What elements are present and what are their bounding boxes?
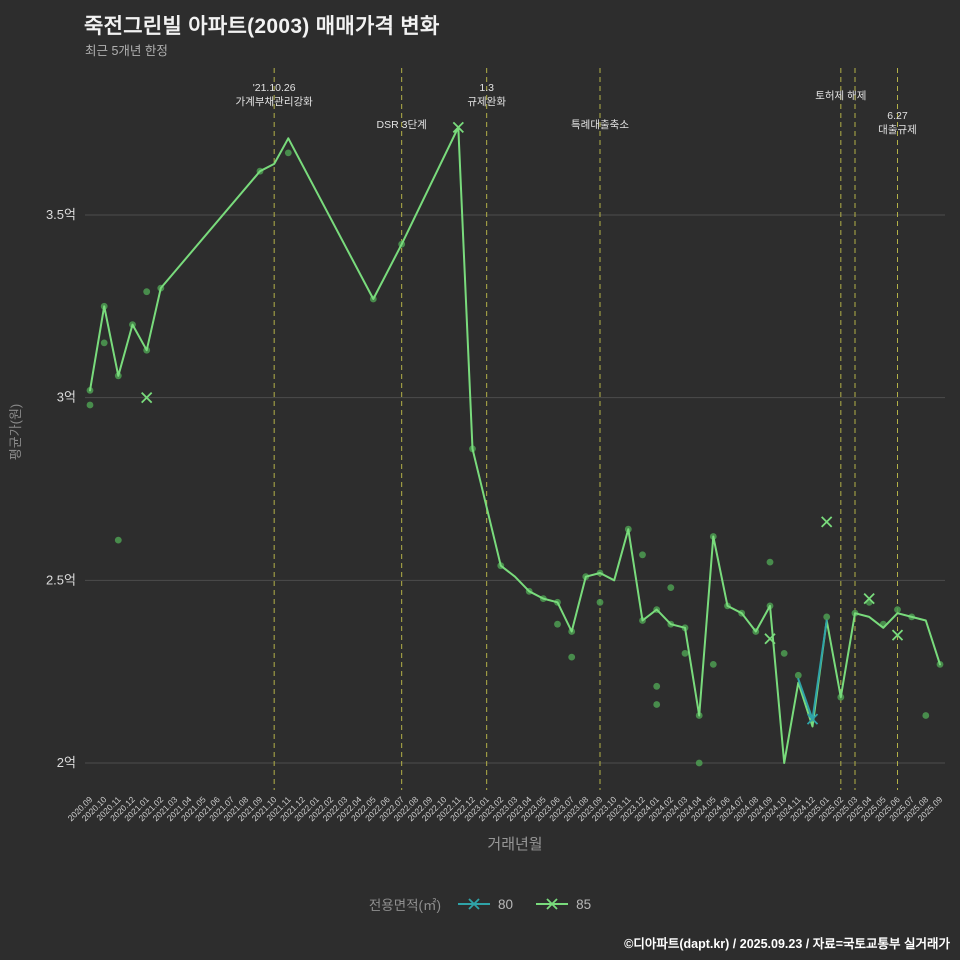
x-marker-85 [141,392,153,404]
legend-item-85[interactable]: 85 [535,897,591,912]
y-axis-title: 평균가(원) [8,404,23,461]
scatter-point [922,712,930,719]
scatter-point [653,682,661,690]
source-attribution: ©디아파트(dapt.kr) / 2025.09.23 / 자료=국토교통부 실… [624,937,950,951]
y-tick-label: 3.5억 [46,207,76,222]
y-tick-label: 2억 [57,755,76,770]
x-marker-85 [863,592,875,605]
scatter-point [681,650,689,657]
scatter-point [284,149,292,157]
legend-item-label: 80 [498,896,514,912]
scatter-point [596,598,604,606]
y-tick-label: 2.5억 [46,572,76,587]
scatter-point [823,613,831,621]
scatter-point [86,401,94,409]
scatter-point [894,606,901,613]
scatter-point [709,661,717,668]
event-label: 토허제 해제 [815,89,866,102]
scatter-point [554,620,561,628]
legend-label: 전용면적(㎡) [368,898,442,913]
x-marker-85 [821,516,833,528]
legend: 전용면적(㎡) 80 85 [0,894,960,914]
event-label: 6.27 [887,110,908,122]
x-marker-85 [891,629,904,641]
event-label: 규제완화 [467,95,506,108]
x-axis-title: 거래년월 [487,836,542,853]
scatter-point [653,701,661,708]
legend-line-x-icon [458,898,491,910]
x-marker-85 [764,633,776,645]
chart-subtitle: 최근 5개년 한정 [85,44,168,58]
event-label: '21.10.26 [253,82,296,94]
legend-line-x-icon [536,898,569,910]
series-line-85 [89,126,941,764]
scatter-point [794,671,802,679]
legend-item-80[interactable]: 80 [457,897,513,912]
scatter-point [639,551,646,559]
y-tick-label: 3억 [57,390,76,405]
event-label: 특례대출축소 [571,119,629,131]
scatter-point [766,558,774,566]
legend-items: 80 85 [457,897,591,912]
x-marker-85 [452,121,464,133]
event-label: 가계부채관리강화 [236,96,314,108]
scatter-point [100,339,108,347]
scatter-point [695,759,703,767]
scatter-point [143,288,151,296]
x-marker-80 [806,713,819,725]
chart-title: 죽전그린빌 아파트(2003) 매매가격 변화 [84,15,440,38]
scatter-point [568,653,576,661]
event-label: 1.3 [479,82,494,94]
scatter-point [780,650,788,657]
legend-item-label: 85 [576,896,592,912]
event-label: DSR 3단계 [377,119,427,131]
scatter-point [114,536,122,544]
event-label: 대출규제 [878,124,917,136]
scatter-point [667,584,675,591]
series-line-80 [797,619,828,721]
